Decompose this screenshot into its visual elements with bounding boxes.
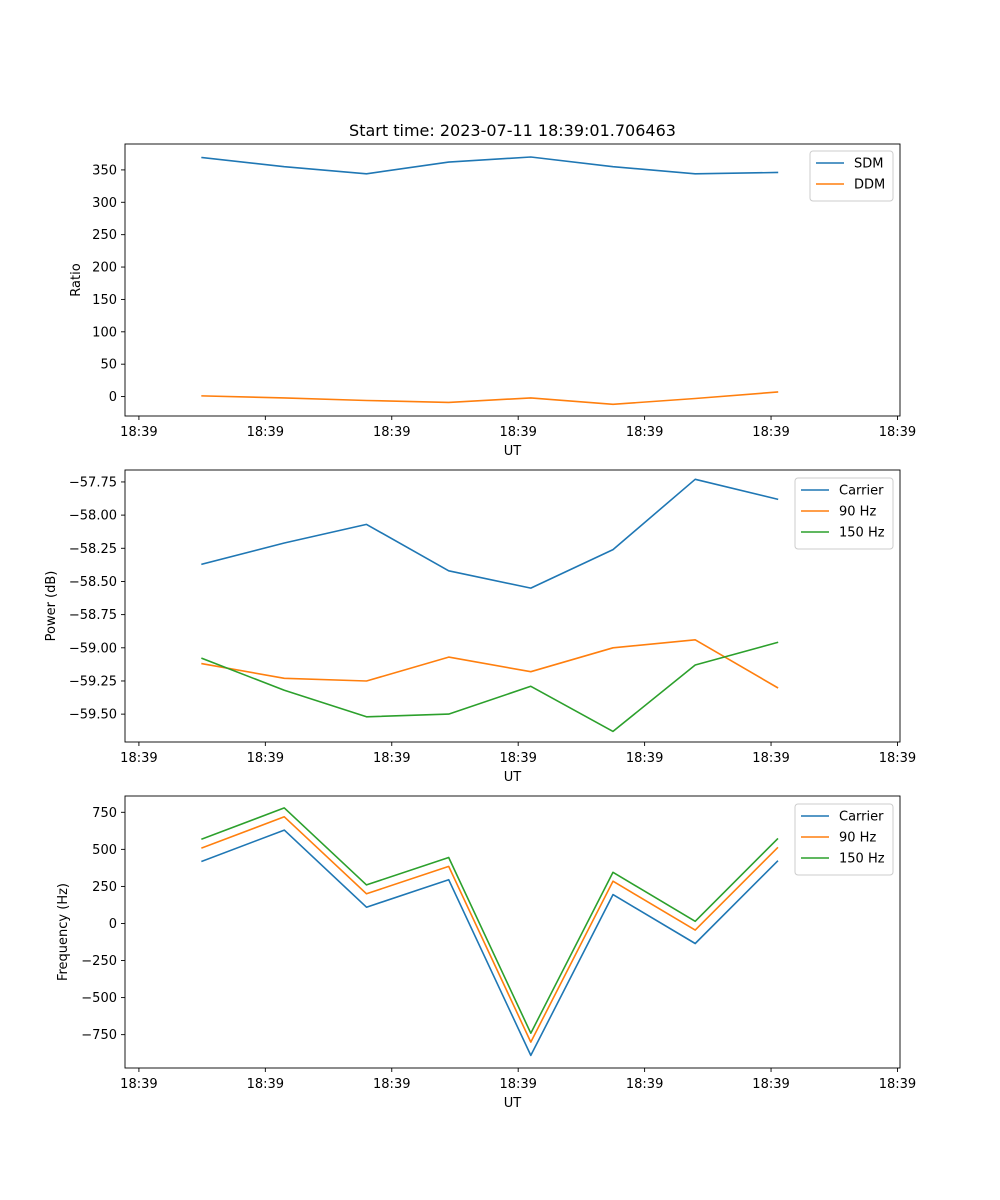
x-tick-label: 18:39 xyxy=(752,1077,789,1092)
x-tick-label: 18:39 xyxy=(120,425,157,440)
y-tick-label: 750 xyxy=(92,806,117,821)
x-tick-label: 18:39 xyxy=(120,1077,157,1092)
y-tick-label: 0 xyxy=(109,390,117,405)
legend-entry: DDM xyxy=(854,178,885,193)
series-line-90-hz xyxy=(201,815,779,1043)
x-tick-label: 18:39 xyxy=(626,1077,663,1092)
series-line-150-hz xyxy=(201,807,779,1034)
series-line-carrier xyxy=(201,478,779,589)
legend: Carrier 90 Hz 150 Hz xyxy=(794,803,894,876)
y-tick-label: 300 xyxy=(92,196,117,211)
y-tick-label: −58.25 xyxy=(69,542,117,557)
axes-frame xyxy=(124,469,901,743)
y-tick-label: 500 xyxy=(92,843,117,858)
panel-3: 18:3918:3918:3918:3918:3918:3918:3918:40… xyxy=(56,795,916,1111)
y-tick-label: 200 xyxy=(92,261,117,276)
y-tick-label: −58.75 xyxy=(69,608,117,623)
y-tick-label: −250 xyxy=(81,954,117,969)
y-axis-label: Power (dB) xyxy=(44,571,59,642)
panel-1: 18:3918:3918:3918:3918:3918:3918:3918:40… xyxy=(69,143,916,459)
legend-entry: 150 Hz xyxy=(839,526,885,541)
series-line-ddm xyxy=(201,391,779,406)
y-tick-label: −58.50 xyxy=(69,575,117,590)
series-line-carrier xyxy=(201,829,779,1057)
series-line-90-hz xyxy=(201,638,779,689)
x-tick-label: 18:39 xyxy=(752,425,789,440)
y-tick-label: 250 xyxy=(92,880,117,895)
y-tick-label: −59.00 xyxy=(69,641,117,656)
legend-entry: 90 Hz xyxy=(839,505,876,520)
legend-entry: Carrier xyxy=(839,810,884,825)
x-tick-label: 18:39 xyxy=(879,425,916,440)
x-tick-label: 18:39 xyxy=(752,751,789,766)
legend-entry: Carrier xyxy=(839,484,884,499)
y-tick-label: 50 xyxy=(100,358,117,373)
y-tick-label: −750 xyxy=(81,1028,117,1043)
y-tick-label: −58.00 xyxy=(69,509,117,524)
y-tick-label: −59.50 xyxy=(69,708,117,723)
legend: SDM DDM xyxy=(809,150,894,202)
y-tick-label: 100 xyxy=(92,325,117,340)
x-tick-label: 18:39 xyxy=(247,751,284,766)
x-tick-label: 18:39 xyxy=(626,425,663,440)
chart-title: Start time: 2023-07-11 18:39:01.706463 xyxy=(349,121,676,140)
y-axis-label: Ratio xyxy=(69,263,84,296)
legend-entry: 90 Hz xyxy=(839,831,876,846)
x-tick-label: 18:39 xyxy=(499,751,536,766)
y-tick-label: 0 xyxy=(109,917,117,932)
y-tick-label: −59.25 xyxy=(69,674,117,689)
x-axis-label: UT xyxy=(504,770,522,785)
y-tick-label: −57.75 xyxy=(69,475,117,490)
x-tick-label: 18:39 xyxy=(373,1077,410,1092)
y-tick-label: −500 xyxy=(81,991,117,1006)
x-tick-label: 18:39 xyxy=(120,751,157,766)
x-tick-label: 18:39 xyxy=(499,1077,536,1092)
legend-entry: 150 Hz xyxy=(839,852,885,867)
series-line-sdm xyxy=(201,156,779,175)
x-axis-label: UT xyxy=(504,444,522,459)
y-tick-label: 250 xyxy=(92,228,117,243)
x-tick-label: 18:39 xyxy=(626,751,663,766)
y-axis-label: Frequency (Hz) xyxy=(56,883,71,981)
x-tick-label: 18:39 xyxy=(247,1077,284,1092)
series-line-150-hz xyxy=(201,641,779,733)
y-tick-label: 350 xyxy=(92,163,117,178)
axes-frame xyxy=(124,795,901,1069)
x-tick-label: 18:39 xyxy=(373,751,410,766)
axes-frame xyxy=(124,143,901,417)
legend-entry: SDM xyxy=(854,157,883,172)
x-tick-label: 18:39 xyxy=(247,425,284,440)
panel-2: 18:3918:3918:3918:3918:3918:3918:3918:40… xyxy=(44,469,916,785)
x-tick-label: 18:39 xyxy=(373,425,410,440)
x-tick-label: 18:39 xyxy=(499,425,536,440)
x-tick-label: 18:39 xyxy=(879,1077,916,1092)
y-tick-label: 150 xyxy=(92,293,117,308)
x-axis-label: UT xyxy=(504,1096,522,1111)
x-tick-label: 18:39 xyxy=(879,751,916,766)
legend: Carrier 90 Hz 150 Hz xyxy=(794,477,894,550)
